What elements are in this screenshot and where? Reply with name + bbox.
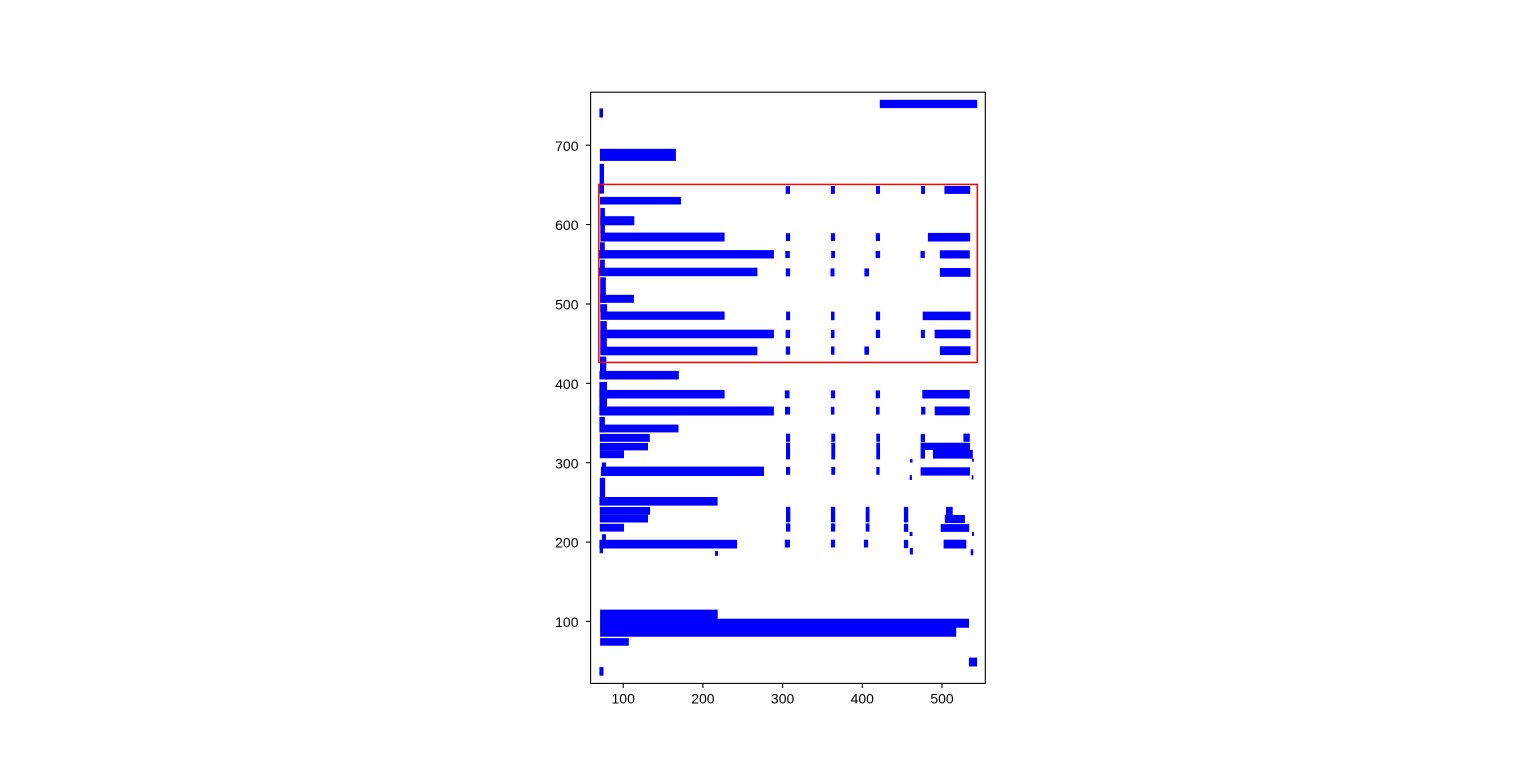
svg-text:100: 100	[612, 690, 636, 706]
svg-text:500: 500	[930, 690, 954, 706]
svg-text:500: 500	[555, 297, 579, 313]
svg-text:600: 600	[555, 217, 579, 233]
svg-text:400: 400	[851, 690, 875, 706]
svg-text:200: 200	[555, 535, 579, 551]
svg-text:300: 300	[771, 690, 795, 706]
svg-text:300: 300	[555, 455, 579, 471]
svg-text:100: 100	[555, 614, 579, 630]
svg-text:400: 400	[555, 376, 579, 392]
svg-text:700: 700	[555, 138, 579, 154]
svg-text:200: 200	[691, 690, 715, 706]
